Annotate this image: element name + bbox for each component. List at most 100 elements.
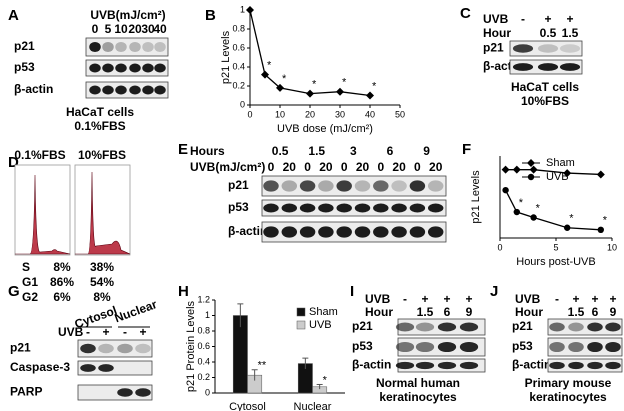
lane-label: + xyxy=(609,292,616,306)
blot-band xyxy=(395,341,415,353)
row-label: Hours xyxy=(190,144,225,158)
blot-band xyxy=(568,361,584,370)
blot-band xyxy=(154,85,166,95)
blot-band xyxy=(89,41,101,53)
blot-band xyxy=(537,63,559,71)
lane-label: + xyxy=(139,325,146,339)
blot-band xyxy=(459,322,479,332)
blot-band xyxy=(117,388,133,397)
lane-label: + xyxy=(102,325,109,339)
legend-label: UVB xyxy=(546,171,569,183)
blot-strip xyxy=(85,37,169,57)
blot-band xyxy=(568,341,584,353)
caption: keratinocytes xyxy=(379,390,457,404)
blot-strip xyxy=(547,337,623,357)
legend-swatch xyxy=(296,307,306,317)
blot-band xyxy=(281,203,298,213)
marker xyxy=(596,170,605,179)
row-label: Hour xyxy=(365,305,393,319)
significance-label: * xyxy=(569,213,574,225)
panel-letter: A xyxy=(8,7,19,24)
y-tick-label: 0.6 xyxy=(197,341,210,351)
lane-label: 1.5 xyxy=(308,144,325,158)
blot-band xyxy=(459,361,479,370)
lane-label: + xyxy=(421,292,428,306)
lane-label: 0 xyxy=(414,160,421,174)
marker xyxy=(597,226,604,233)
legend-label: UVB xyxy=(309,319,332,331)
lane-label: + xyxy=(443,292,450,306)
x-tick-label: Cytosol xyxy=(229,401,266,411)
marker xyxy=(564,224,571,231)
blot-band xyxy=(80,343,96,354)
x-tick-label: 0 xyxy=(247,109,252,119)
row-label: UVB xyxy=(515,292,541,306)
caption: HaCaT cells xyxy=(511,80,579,94)
blot-band xyxy=(142,63,154,73)
panel-letter: G xyxy=(8,283,20,300)
row-label: Hour xyxy=(515,305,543,319)
blot-band xyxy=(549,322,565,332)
series-line xyxy=(249,9,371,97)
blot-strip xyxy=(509,40,583,57)
lane-label: - xyxy=(86,325,90,339)
marker xyxy=(512,165,521,174)
blot-band xyxy=(391,226,407,238)
blot-band xyxy=(318,203,334,213)
row-label: Hour xyxy=(483,26,511,40)
blot-band xyxy=(336,180,352,192)
blot-band xyxy=(281,180,298,192)
blot-band xyxy=(559,44,581,53)
histogram xyxy=(75,171,131,255)
row-label: p53 xyxy=(228,200,249,214)
caption: 10%FBS xyxy=(521,94,569,108)
x-tick-label: 0 xyxy=(497,242,502,252)
blot-band xyxy=(89,85,101,95)
lane-label: - xyxy=(521,12,525,26)
lane-label: - xyxy=(555,292,559,306)
blot-band xyxy=(135,388,151,397)
row-label: UVB xyxy=(365,292,391,306)
lane-label: 3 xyxy=(350,144,357,158)
blot-band xyxy=(354,180,371,192)
stat-cell: 54% xyxy=(90,275,114,289)
blot-band xyxy=(427,203,444,213)
lane-label: + xyxy=(544,12,551,26)
lane-label: 0 xyxy=(92,22,99,36)
y-axis-label: p21 Levels xyxy=(470,170,482,224)
caption: keratinocytes xyxy=(529,390,607,404)
significance-label: * xyxy=(372,80,377,92)
row-label: β-actin xyxy=(352,358,391,372)
stat-cell: G1 xyxy=(22,275,38,289)
blot-band xyxy=(415,361,435,370)
y-axis-label: p21 Protein Levels xyxy=(185,300,197,392)
lane-label: 0 xyxy=(341,160,348,174)
row-label: p21 xyxy=(228,178,249,192)
lane-label: 20 xyxy=(429,160,443,174)
blot-band xyxy=(354,203,371,213)
marker xyxy=(529,165,538,174)
lane-label: 0.5 xyxy=(272,144,289,158)
lane-label: + xyxy=(591,292,598,306)
panel-letter: F xyxy=(462,141,471,158)
caption: Primary mouse xyxy=(525,376,612,390)
blot-band xyxy=(263,180,279,192)
significance-label: * xyxy=(519,197,524,209)
lane-label: 20 xyxy=(356,160,370,174)
blot-band xyxy=(373,203,389,213)
y-tick-label: 0.8 xyxy=(232,23,245,33)
x-tick-label: 10 xyxy=(607,242,617,252)
stat-cell: S xyxy=(22,260,30,274)
blot-band xyxy=(395,322,415,332)
blot-band xyxy=(129,63,141,73)
marker xyxy=(527,173,535,181)
y-tick-label: 0.8 xyxy=(197,325,210,335)
marker xyxy=(530,214,537,221)
blot-strip xyxy=(77,360,153,376)
y-tick-label: 0.4 xyxy=(197,356,210,366)
lane-label: + xyxy=(566,12,573,26)
panel-letter: B xyxy=(205,7,216,24)
y-tick-label: 0 xyxy=(240,99,245,109)
lane-label: 10 xyxy=(114,22,128,36)
